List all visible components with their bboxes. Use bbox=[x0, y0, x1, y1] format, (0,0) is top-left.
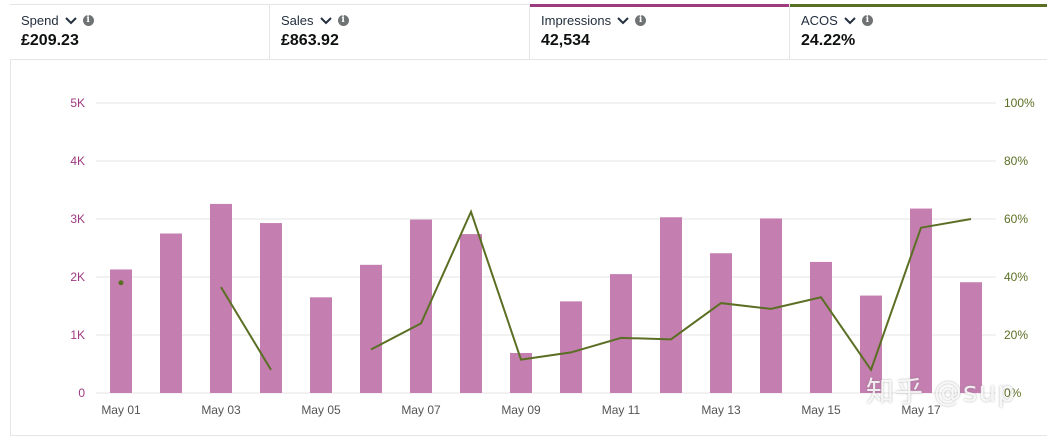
right-axis-tick-label: 40% bbox=[1004, 270, 1028, 284]
chevron-down-icon[interactable] bbox=[64, 16, 77, 26]
info-icon[interactable]: i bbox=[337, 15, 349, 26]
metrics-bar: Spend i £209.23 Sales i £863.92 Impressi… bbox=[10, 4, 1047, 60]
metric-label: ACOS bbox=[801, 13, 838, 28]
metric-label: Impressions bbox=[541, 13, 612, 28]
chevron-down-icon[interactable] bbox=[617, 16, 629, 26]
metric-value: 42,534 bbox=[541, 32, 590, 49]
metric-card-impressions[interactable]: Impressions i 42,534 bbox=[530, 4, 790, 59]
impressions-bar bbox=[360, 264, 382, 393]
combo-chart: 0 0% 1K 20% 2K 40% 3K 60% 4K 80% 5K 100% May 01 May 0… bbox=[70, 96, 1035, 417]
x-axis-tick-label: May 17 bbox=[901, 403, 941, 417]
acos-line bbox=[220, 286, 272, 371]
right-axis-tick-label: 0% bbox=[1004, 386, 1022, 400]
x-axis-tick-label: May 01 bbox=[101, 403, 141, 417]
impressions-bar bbox=[210, 203, 232, 393]
right-axis-tick-label: 60% bbox=[1004, 212, 1028, 226]
metric-value: £209.23 bbox=[21, 32, 79, 49]
x-axis-tick-label: May 07 bbox=[401, 403, 441, 417]
info-icon[interactable]: i bbox=[635, 15, 647, 26]
impressions-bar bbox=[310, 297, 332, 393]
impressions-bar bbox=[410, 219, 432, 393]
impressions-bar bbox=[560, 301, 582, 393]
acos-point bbox=[118, 280, 124, 286]
right-axis-tick-label: 100% bbox=[1004, 96, 1035, 110]
impressions-bar bbox=[610, 274, 632, 393]
x-axis-tick-label: May 15 bbox=[801, 403, 841, 417]
left-axis-tick-label: 4K bbox=[70, 154, 85, 168]
chevron-down-icon[interactable] bbox=[844, 16, 856, 26]
metric-accent bbox=[790, 4, 1047, 7]
impressions-bar bbox=[810, 261, 832, 393]
x-axis-tick-label: May 09 bbox=[501, 403, 541, 417]
metric-accent bbox=[10, 4, 269, 7]
left-axis-tick-label: 3K bbox=[70, 212, 85, 226]
impressions-bar bbox=[510, 352, 532, 393]
metric-label: Sales bbox=[281, 13, 314, 28]
impressions-bar bbox=[160, 233, 182, 393]
impressions-bar bbox=[960, 282, 982, 393]
metric-card-sales[interactable]: Sales i £863.92 bbox=[270, 5, 530, 59]
impressions-bar bbox=[760, 218, 782, 393]
impressions-bar bbox=[910, 208, 932, 393]
impressions-bar bbox=[710, 253, 732, 393]
left-axis-tick-label: 2K bbox=[70, 270, 85, 284]
metric-label: Spend bbox=[21, 13, 59, 28]
impressions-bar bbox=[860, 295, 882, 393]
x-axis-tick-label: May 13 bbox=[701, 403, 741, 417]
left-axis-tick-label: 0 bbox=[78, 386, 85, 400]
metric-accent bbox=[530, 4, 789, 7]
metric-card-spend[interactable]: Spend i £209.23 bbox=[10, 5, 270, 59]
x-axis-tick-label: May 03 bbox=[201, 403, 241, 417]
metric-card-acos[interactable]: ACOS i 24.22% bbox=[790, 4, 1047, 59]
right-axis-tick-label: 20% bbox=[1004, 328, 1028, 342]
impressions-bar bbox=[660, 217, 682, 393]
watermark: 知乎 @sup bbox=[866, 375, 1017, 408]
right-axis-tick-label: 80% bbox=[1004, 154, 1028, 168]
metric-value: 24.22% bbox=[801, 32, 856, 49]
chevron-down-icon[interactable] bbox=[319, 16, 332, 26]
acos-line bbox=[370, 209, 972, 372]
impressions-bar bbox=[460, 234, 482, 393]
info-icon[interactable]: i bbox=[861, 15, 873, 26]
info-icon[interactable]: i bbox=[82, 15, 94, 26]
chart-frame: 0 0% 1K 20% 2K 40% 3K 60% 4K 80% 5K 100% May 01 May 0… bbox=[10, 60, 1047, 436]
x-axis-tick-label: May 05 bbox=[301, 403, 341, 417]
impressions-bar bbox=[260, 223, 282, 393]
impressions-bar bbox=[110, 269, 132, 393]
metric-value: £863.92 bbox=[281, 32, 339, 49]
left-axis-tick-label: 1K bbox=[70, 328, 85, 342]
left-axis-tick-label: 5K bbox=[70, 96, 85, 110]
metric-accent bbox=[270, 4, 529, 7]
x-axis-tick-label: May 11 bbox=[602, 403, 641, 417]
